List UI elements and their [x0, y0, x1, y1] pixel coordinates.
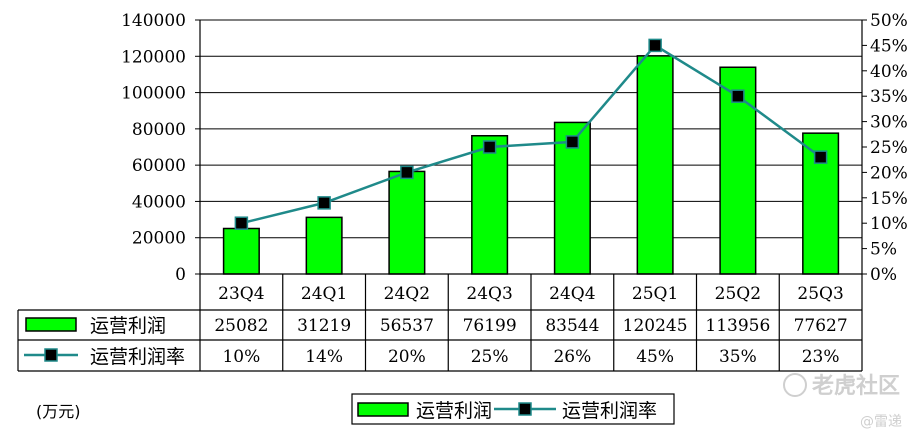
bar [388, 170, 426, 275]
legend-key-marker [518, 402, 532, 416]
axes [195, 19, 867, 275]
legend-label-profit: 运营利润 [416, 400, 492, 422]
left-tick-label: 40000 [132, 192, 186, 212]
line-series [241, 43, 822, 225]
left-tick-label: 120000 [121, 47, 186, 67]
category-label: 23Q4 [218, 284, 264, 304]
table-cell-margin: 45% [636, 347, 674, 367]
table-cell-profit: 120245 [623, 316, 688, 336]
bar [305, 216, 343, 275]
bar [222, 227, 260, 275]
table-cell-margin: 26% [553, 347, 591, 367]
legend-label-margin: 运营利润率 [562, 400, 657, 422]
right-tick-label: 40% [870, 62, 908, 82]
category-label: 24Q2 [384, 284, 430, 304]
left-tick-label: 0 [175, 265, 186, 285]
right-tick-label: 15% [870, 189, 908, 209]
line-marker [234, 216, 249, 230]
left-tick-label: 20000 [132, 229, 186, 249]
line-marker [565, 135, 580, 149]
line-marker [731, 89, 745, 103]
table-cell-profit: 25082 [214, 316, 268, 336]
right-tick-label: 25% [870, 138, 908, 158]
right-tick-label: 10% [870, 214, 908, 234]
table-key-marker [44, 348, 58, 362]
line-marker [482, 140, 497, 154]
right-tick-label: 35% [870, 87, 908, 107]
left-axis-ticks: 0 20000 40000 60000 80000 100000 120000 140000 [121, 11, 186, 285]
watermark-logo-icon [783, 373, 807, 397]
table-row-label-profit: 运营利润 [90, 315, 166, 337]
bar [802, 132, 840, 275]
line-marker [317, 196, 331, 210]
category-label: 25Q2 [715, 284, 761, 304]
left-tick-label: 60000 [132, 156, 186, 176]
watermark: 老虎社区 @雷递 [783, 373, 902, 430]
category-label: 24Q4 [549, 284, 595, 304]
right-tick-label: 0% [870, 265, 897, 285]
left-tick-label: 140000 [121, 11, 186, 31]
table-cell-margin: 25% [471, 347, 509, 367]
line-marker [400, 165, 414, 180]
table-cell-profit: 76199 [463, 316, 517, 336]
bar [471, 135, 509, 275]
table-cell-profit: 31219 [297, 316, 351, 336]
legend: 运营利润 运营利润率 [351, 393, 675, 425]
gridlines [200, 19, 862, 239]
data-table: 23Q4 25082 10% 24Q1 31219 14% 24Q2 56537 20% 24Q3… [17, 273, 863, 372]
right-axis-ticks: 0% 5% 10% 15% 20% 25% 30% 35% 40% 45% 50% [870, 11, 908, 285]
bar [719, 66, 757, 275]
left-tick-label: 80000 [132, 120, 186, 140]
right-tick-label: 30% [870, 113, 908, 133]
table-cell-profit: 83544 [545, 316, 599, 336]
category-label: 24Q1 [301, 284, 347, 304]
table-cell-margin: 10% [222, 347, 260, 367]
watermark-author: @雷递 [860, 414, 902, 430]
margin-line [234, 38, 828, 230]
table-cell-profit: 56537 [380, 316, 434, 336]
right-tick-label: 45% [870, 36, 908, 56]
right-tick-label: 5% [870, 240, 897, 260]
category-label: 24Q3 [466, 284, 512, 304]
legend-key-bar [357, 402, 409, 417]
watermark-brand: 老虎社区 [811, 373, 900, 399]
unit-label: (万元) [36, 402, 81, 421]
table-cell-margin: 35% [719, 347, 757, 367]
table-cell-profit: 77627 [794, 316, 848, 336]
bars [222, 55, 840, 275]
category-label: 25Q3 [797, 284, 843, 304]
left-tick-label: 100000 [121, 84, 186, 104]
table-row-label-margin: 运营利润率 [90, 346, 185, 368]
category-label: 25Q1 [632, 284, 678, 304]
line-marker [648, 38, 662, 53]
right-tick-label: 20% [870, 163, 908, 183]
right-tick-label: 50% [870, 11, 908, 31]
table-cell-margin: 20% [388, 347, 426, 367]
table-cell-margin: 14% [305, 347, 343, 367]
line-marker [813, 150, 828, 164]
table-cell-margin: 23% [802, 347, 840, 367]
bar [636, 55, 674, 275]
table-key-bar [25, 317, 77, 332]
table-cell-profit: 113956 [705, 316, 770, 336]
